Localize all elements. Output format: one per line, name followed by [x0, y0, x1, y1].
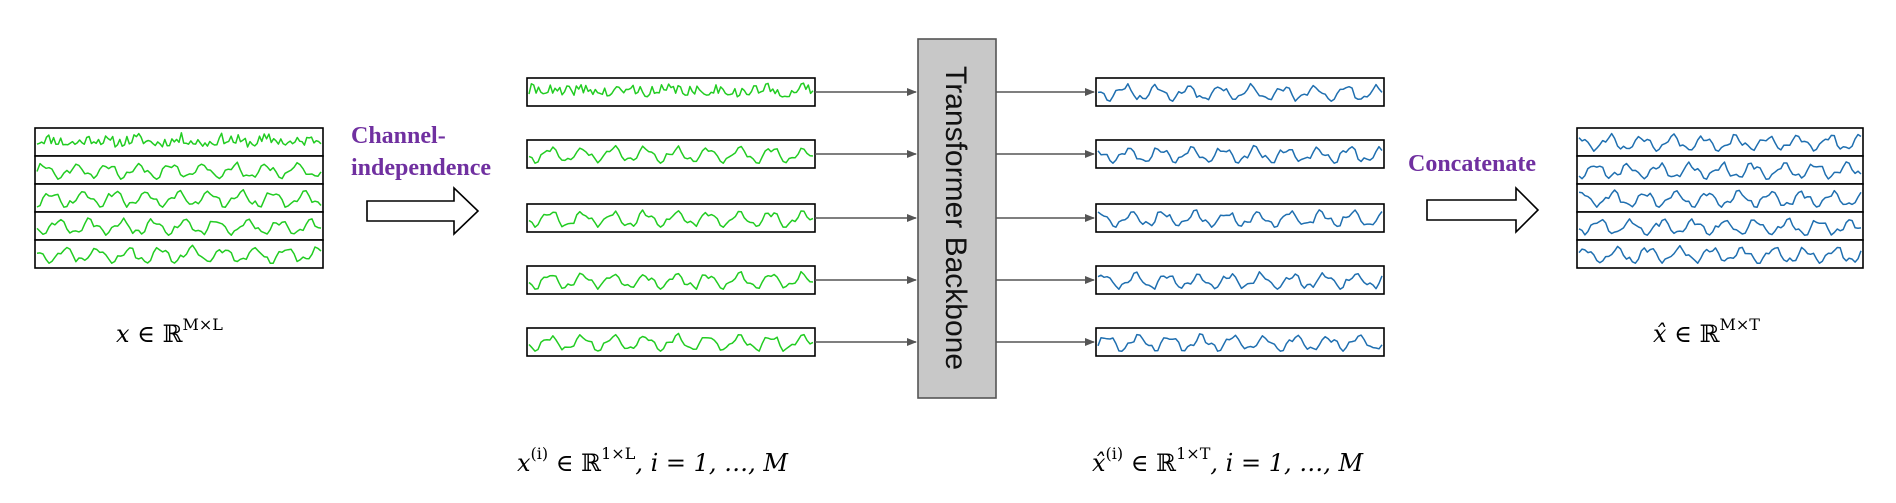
output-strip-frame — [1576, 239, 1864, 269]
channel-input-rows — [526, 77, 816, 357]
channel-input-row — [526, 139, 816, 169]
channel-output-row — [1095, 327, 1385, 357]
input-strip-line — [36, 161, 322, 180]
channel-output-row-line — [1097, 209, 1383, 228]
input-strip-line — [36, 188, 322, 208]
channel-output-row-line — [1097, 271, 1383, 290]
channel-output-row-frame — [1095, 77, 1385, 107]
output-strip — [1576, 127, 1864, 157]
input-shape-formula: x ∈ ℝM×L — [116, 315, 223, 348]
arrows-into-backbone — [815, 88, 917, 346]
output-strip — [1576, 239, 1864, 269]
output-shape-formula: x̂ ∈ ℝM×T — [1653, 315, 1760, 348]
channel-input-row — [526, 77, 816, 107]
input-multivariate-block — [34, 127, 324, 269]
output-strip-line — [1578, 161, 1862, 180]
input-strip-line — [36, 132, 322, 148]
input-strip-frame — [34, 183, 324, 213]
output-strip-frame — [1576, 155, 1864, 185]
channel-input-row — [526, 327, 816, 357]
output-strip-line — [1578, 244, 1862, 264]
channel-output-row-line — [1097, 333, 1383, 352]
transformer-backbone-label: Transformer Backbone — [939, 66, 972, 370]
channel-input-row-line — [528, 270, 814, 290]
concatenate-arrow — [1426, 186, 1540, 234]
input-strip-line — [36, 217, 322, 236]
output-strip — [1576, 183, 1864, 213]
channel-independence-label-line2: independence — [351, 155, 491, 181]
output-strip-frame — [1576, 127, 1864, 157]
channel-output-row-line — [1097, 82, 1383, 102]
transformer-backbone-box — [917, 38, 997, 399]
channel-input-row-line — [528, 209, 814, 228]
output-strip-line — [1578, 189, 1862, 208]
channel-input-row-line — [528, 82, 814, 98]
channel-output-row — [1095, 265, 1385, 295]
channel-input-row-frame — [526, 77, 816, 107]
input-strip — [34, 211, 324, 241]
channel-output-row — [1095, 203, 1385, 233]
output-strip-line — [1578, 132, 1862, 152]
output-strip — [1576, 155, 1864, 185]
channel-input-row-line — [528, 144, 814, 164]
concatenate-label: Concatenate — [1408, 151, 1536, 177]
input-strip — [34, 155, 324, 185]
output-strip-line — [1578, 217, 1862, 236]
channel-input-row-line — [528, 332, 814, 352]
channel-output-formula: x̂(i) ∈ ℝ1×T, i = 1, …, M — [1092, 444, 1364, 477]
channel-independence-arrow — [366, 186, 480, 236]
output-strip — [1576, 211, 1864, 241]
channel-output-row-frame — [1095, 139, 1385, 169]
channel-output-row-frame — [1095, 265, 1385, 295]
channel-output-row-frame — [1095, 203, 1385, 233]
output-multivariate-block — [1576, 127, 1864, 269]
channel-input-row — [526, 203, 816, 233]
channel-output-row-line — [1097, 144, 1383, 164]
channel-output-row — [1095, 77, 1385, 107]
input-strip — [34, 239, 324, 269]
input-strip — [34, 127, 324, 157]
channel-input-formula: x(i) ∈ ℝ1×L, i = 1, …, M — [517, 444, 789, 477]
channel-input-row — [526, 265, 816, 295]
channel-output-row — [1095, 139, 1385, 169]
channel-output-rows — [1095, 77, 1385, 357]
input-strip-frame — [34, 239, 324, 269]
input-strip-line — [36, 244, 322, 264]
input-strip — [34, 183, 324, 213]
channel-independence-label-line1: Channel- — [351, 123, 446, 149]
arrows-out-of-backbone — [996, 88, 1095, 346]
